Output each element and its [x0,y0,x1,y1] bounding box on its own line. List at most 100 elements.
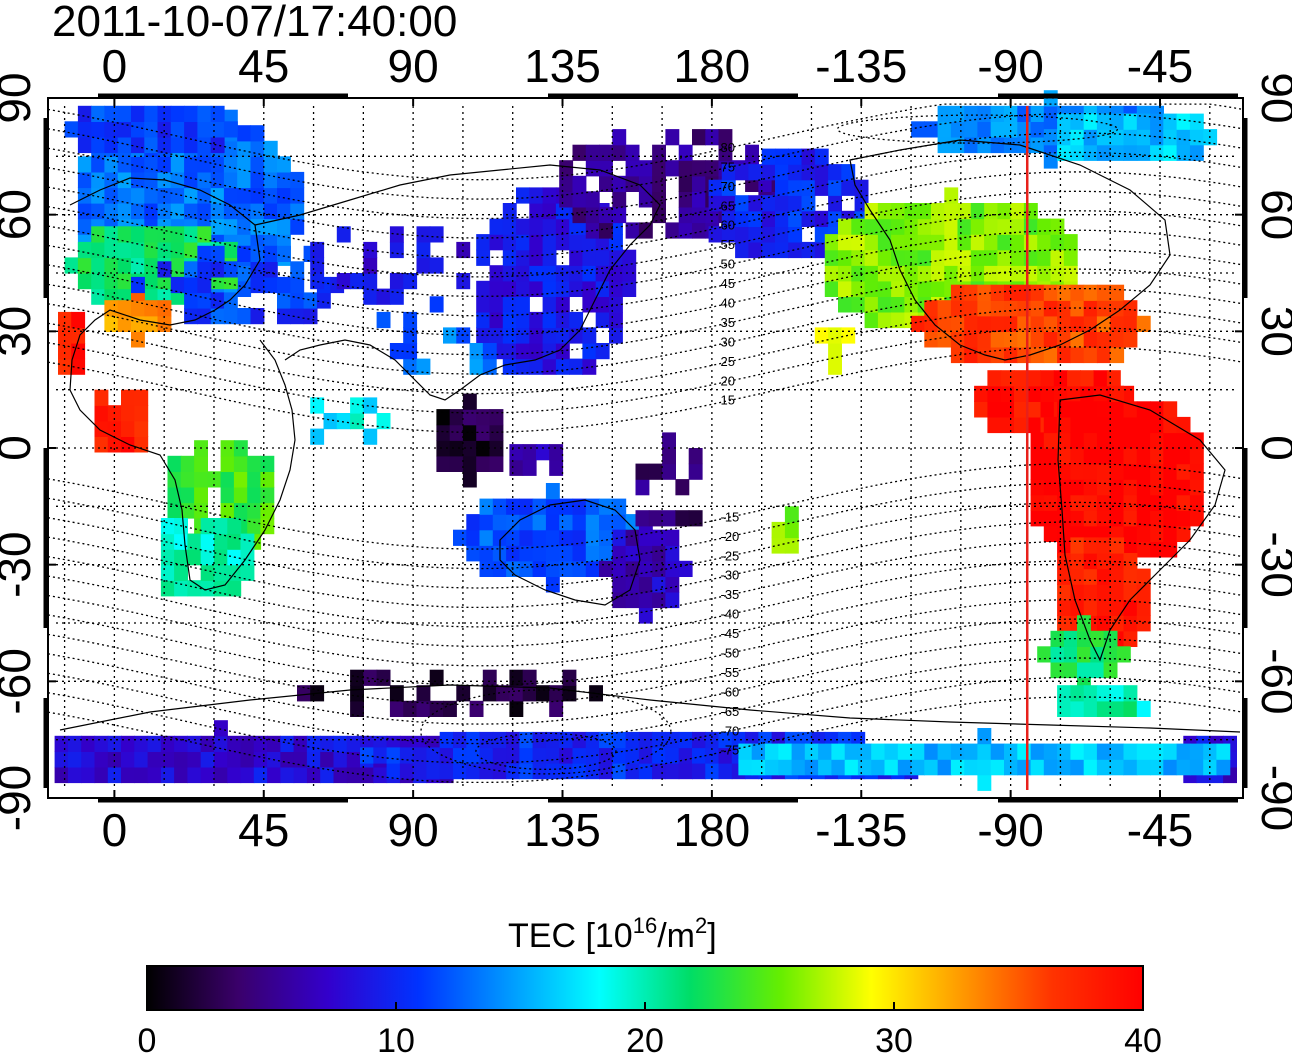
tec-cell [1136,599,1151,616]
tec-cell [516,218,530,235]
tec-cell [529,203,544,220]
tec-cell [775,179,789,196]
tec-cell [569,265,584,282]
tec-cell [290,276,305,294]
tec-cell [466,545,481,562]
tec-cell [1083,479,1098,496]
tec-cell [77,241,92,259]
tec-cell [237,218,252,235]
tec-cell [1123,331,1138,348]
tec-cell [1110,584,1125,601]
tec-cell [220,486,235,504]
tec-cell [253,735,268,752]
tec-cell [1096,113,1111,130]
tec-cell [831,743,846,760]
tec-cell [1150,541,1164,558]
tec-cell [1123,525,1138,542]
tec-cell [134,389,149,406]
tec-cell [1110,479,1125,496]
tec-cell [977,728,992,745]
tec-cell [277,276,291,294]
tec-cell [944,234,959,251]
tec-cell [957,203,972,220]
tec-cell [775,148,789,165]
tec-cell [1096,685,1111,702]
tec-cell [200,518,215,535]
tec-cell [877,311,892,329]
tec-cell [1057,284,1071,301]
tec-cell [612,514,627,531]
tec-cell [223,308,238,325]
tec-cell [599,763,613,780]
tec-cell [479,545,494,562]
tec-cell [1110,331,1125,348]
tec-cell [210,218,225,235]
tec-cell [678,144,693,161]
tec-cell [1096,743,1111,760]
tec-cell [545,498,560,515]
tec-cell [277,245,291,262]
tec-cell [502,265,517,282]
tec-cell [1123,416,1138,434]
tec-cell [1037,646,1052,663]
tec-cell [250,187,265,204]
top-longitude-label: -90 [977,40,1043,92]
tec-cell [1189,759,1204,776]
tec-cell [58,343,72,360]
tec-cell [652,747,666,764]
tec-cell [818,743,832,760]
tec-cell [609,249,623,266]
colorbar-tick-label: 20 [626,1022,664,1057]
tec-cell [306,766,321,784]
tec-cell [91,121,106,138]
tec-cell [1136,525,1151,542]
tec-cell [1070,300,1085,317]
tec-cell [277,308,291,325]
magnetic-latitude-label: -60 [720,684,739,699]
tec-cell [449,440,464,457]
tec-cell [1083,432,1098,449]
tec-cell [1096,416,1111,434]
tec-cell [529,343,544,360]
tec-cell [453,763,467,780]
tec-cell [522,459,537,476]
tec-cell [170,136,185,154]
tec-cell [688,448,703,465]
tec-cell [705,763,720,780]
tec-cell [227,518,242,535]
tec-cell [1067,370,1081,387]
tec-cell [489,296,504,313]
tec-cell [751,759,766,776]
tec-cell [1136,700,1151,717]
tec-cell [638,191,653,208]
tec-cell [147,766,162,784]
coastline-australia [499,499,641,606]
tec-cell [775,241,789,259]
tec-cell [1043,525,1058,542]
tec-cell [104,226,119,243]
tec-cell [293,751,308,768]
tec-cell [950,759,965,776]
tec-cell [121,389,135,406]
tec-cell [1067,385,1081,402]
tec-cell [131,257,145,274]
tec-cell [489,311,504,329]
tec-cell [160,518,175,535]
tec-cell [1123,494,1138,511]
tec-cell [536,685,550,702]
tec-cell [549,459,564,476]
tec-cell [595,249,610,266]
tec-cell [389,273,404,290]
colorbar-title: TEC [1016/m2] [508,913,717,955]
tec-cell [293,766,308,784]
tec-cell [522,669,537,686]
tec-cell [227,580,242,597]
tec-cell [609,280,623,297]
tec-cell [542,358,557,375]
tec-cell [184,171,198,189]
tec-cell [413,763,427,780]
tec-cell [1083,284,1098,301]
tec-cell [990,136,1005,154]
tec-cell [131,171,145,189]
tec-cell [1090,630,1105,647]
